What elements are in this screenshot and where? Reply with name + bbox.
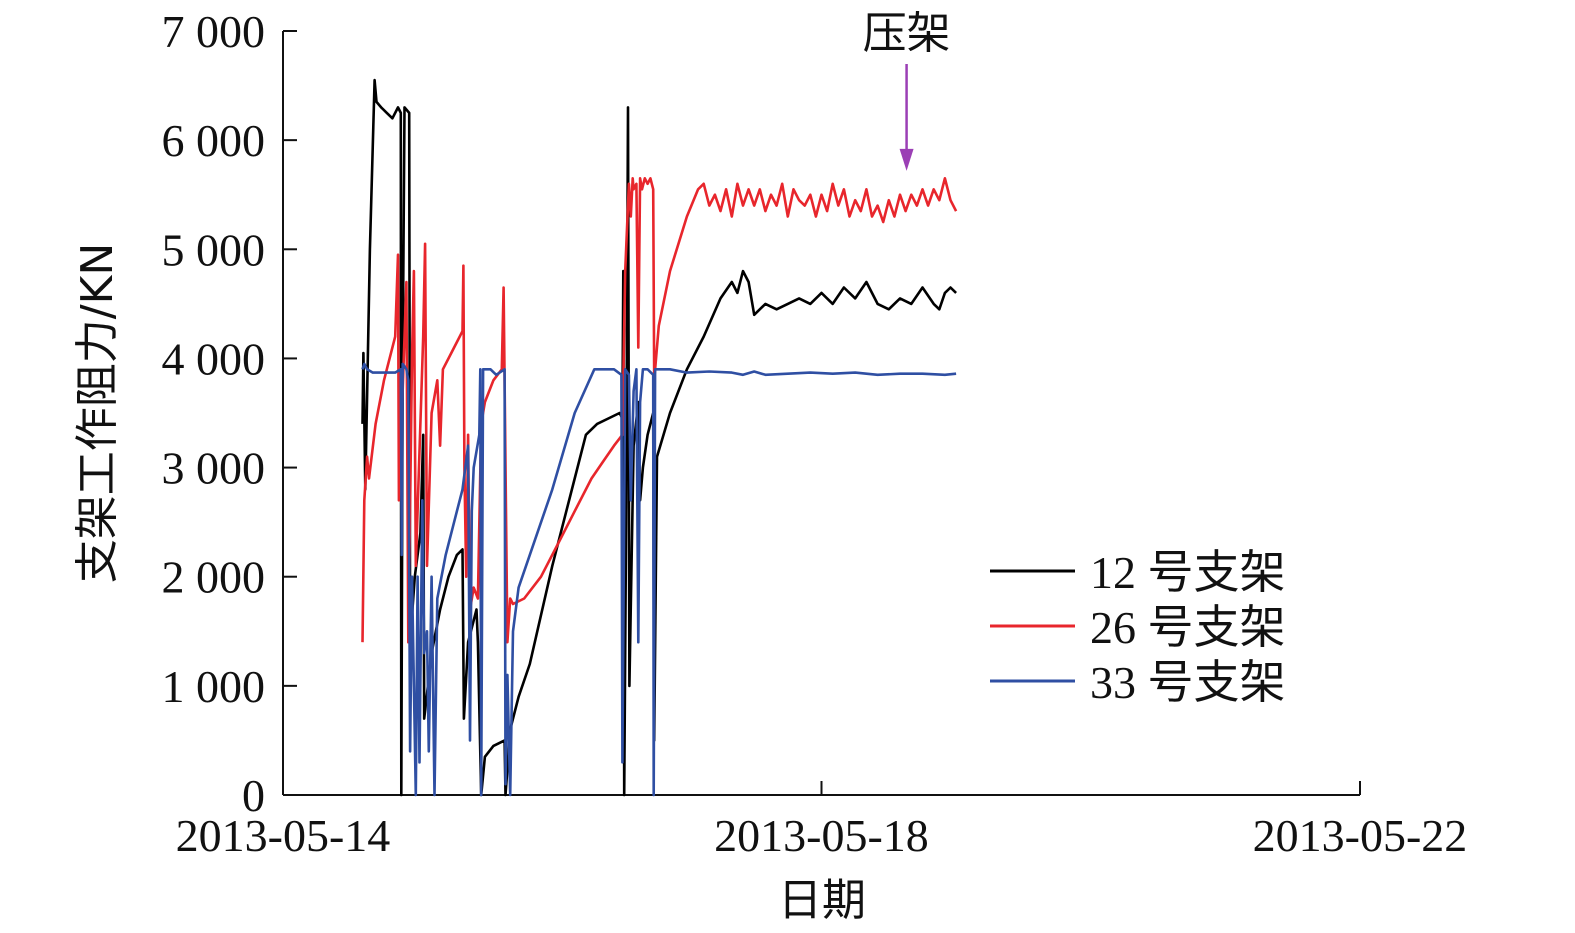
y-tick-label: 3 000 bbox=[162, 443, 266, 494]
y-tick-label: 4 000 bbox=[162, 333, 266, 384]
legend-label-3: 33 号支架 bbox=[1090, 657, 1286, 708]
y-tick-label: 5 000 bbox=[162, 224, 266, 275]
series-line-1 bbox=[361, 78, 958, 797]
y-axis-title: 支架工作阻力/KN bbox=[72, 243, 123, 584]
y-tick-label: 0 bbox=[242, 770, 265, 821]
y-tick-label: 2 000 bbox=[162, 552, 266, 603]
axes: 0 1 000 2 000 3 000 4 000 5 000 6 000 7 000 2013… bbox=[162, 6, 1468, 861]
x-tick-label: 2013-05-14 bbox=[176, 810, 391, 861]
y-tick-label: 7 000 bbox=[162, 6, 266, 57]
annotation: 压架 bbox=[863, 8, 951, 171]
y-tick-label: 1 000 bbox=[162, 661, 266, 712]
annotation-arrow-head bbox=[899, 148, 914, 171]
x-axis-title: 日期 bbox=[778, 875, 866, 926]
series-line-3 bbox=[361, 362, 957, 797]
x-tick-label: 2013-05-22 bbox=[1253, 810, 1468, 861]
x-tick-label: 2013-05-18 bbox=[714, 810, 929, 861]
y-tick-label: 6 000 bbox=[162, 115, 266, 166]
annotation-label: 压架 bbox=[863, 8, 951, 59]
legend-label-1: 12 号支架 bbox=[1090, 547, 1286, 598]
series-line-2 bbox=[361, 177, 958, 644]
legend-label-2: 26 号支架 bbox=[1090, 602, 1286, 653]
plot-area bbox=[361, 78, 958, 797]
